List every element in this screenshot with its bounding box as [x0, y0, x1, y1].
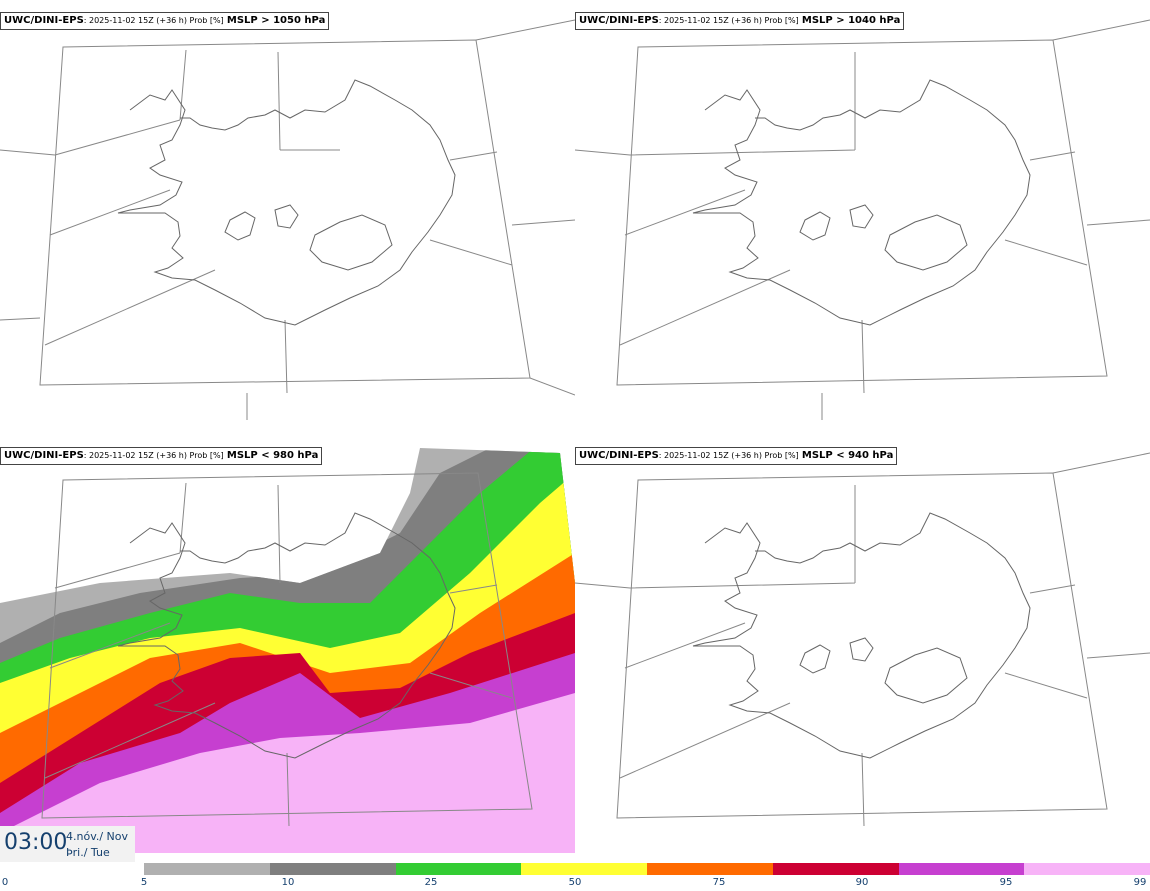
colorbar-segment-5 — [772, 863, 899, 875]
panel-title-2: UWC/DINI-EPS: 2025-11-02 15Z (+36 h) Pro… — [575, 12, 905, 30]
colorbar-tick-label: 0 — [1, 877, 9, 888]
colorbar-segment-2 — [395, 863, 522, 875]
colorbar-segment-3 — [521, 863, 647, 875]
colorbar-tick-label: 95 — [999, 877, 1013, 888]
colorbar-tick-label: 5 — [140, 877, 148, 888]
colorbar-segment-0 — [144, 863, 270, 875]
colorbar-segment-1 — [269, 863, 396, 875]
colorbar-tick-label: 75 — [712, 877, 726, 888]
probability-colorbar — [144, 863, 1150, 875]
map-canvas-1 — [0, 19, 575, 420]
valid-date-line-1: 4.nóv./ Nov — [66, 830, 129, 843]
colorbar-tick-label: 90 — [855, 877, 869, 888]
map-panel-3: UWC/DINI-EPS: 2025-11-02 15Z (+36 h) Pro… — [0, 433, 575, 866]
colorbar-tick-label: 99 — [1133, 877, 1147, 888]
map-panel-2: UWC/DINI-EPS: 2025-11-02 15Z (+36 h) Pro… — [575, 0, 1150, 433]
valid-time-box: 03:00 4.nóv./ Nov Þri./ Tue — [0, 826, 135, 862]
valid-date-line-2: Þri./ Tue — [66, 846, 110, 859]
panel-title-3: UWC/DINI-EPS: 2025-11-02 15Z (+36 h) Pro… — [0, 447, 323, 465]
map-panel-1: UWC/DINI-EPS: 2025-11-02 15Z (+36 h) Pro… — [0, 0, 575, 433]
colorbar-segment-4 — [647, 863, 773, 875]
colorbar-tick-label: 10 — [281, 877, 295, 888]
map-canvas-2 — [575, 19, 1150, 420]
colorbar-tick-label: 25 — [424, 877, 438, 888]
colorbar-tick-label: 50 — [568, 877, 582, 888]
panel-title-4: UWC/DINI-EPS: 2025-11-02 15Z (+36 h) Pro… — [575, 447, 898, 465]
map-canvas-3 — [0, 448, 575, 853]
valid-time-clock: 03:00 — [4, 830, 68, 855]
map-panel-4: UWC/DINI-EPS: 2025-11-02 15Z (+36 h) Pro… — [575, 433, 1150, 866]
colorbar-segment-6 — [898, 863, 1025, 875]
map-canvas-4 — [575, 452, 1150, 827]
colorbar-segment-7 — [1024, 863, 1150, 875]
panel-title-1: UWC/DINI-EPS: 2025-11-02 15Z (+36 h) Pro… — [0, 12, 330, 30]
